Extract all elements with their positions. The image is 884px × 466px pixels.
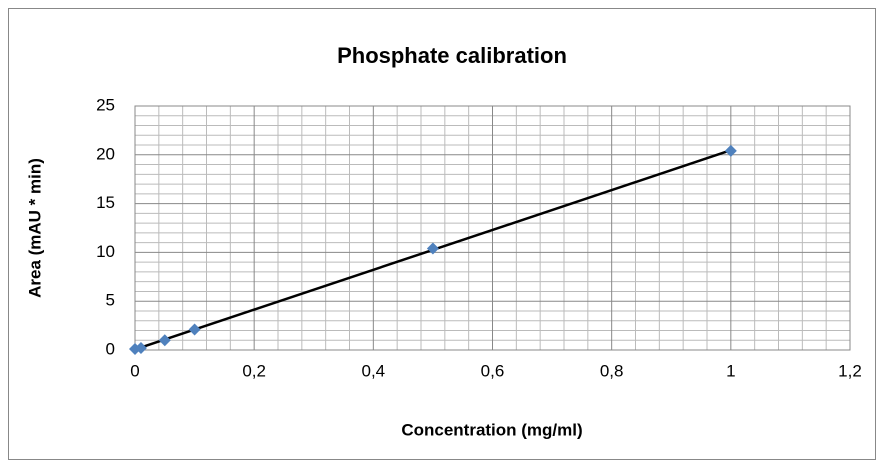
x-tick-label: 0,6	[481, 361, 505, 380]
plot-border	[134, 105, 851, 351]
y-axis-label: Area (mAU * min)	[25, 158, 44, 298]
data-point	[188, 323, 201, 336]
data-point	[426, 242, 439, 255]
x-axis-label: Concentration (mg/ml)	[401, 420, 582, 439]
x-tick-label: 0,2	[242, 361, 266, 380]
y-tick-label: 20	[96, 144, 115, 163]
y-tick-label: 5	[106, 291, 115, 310]
x-tick-label: 1,2	[838, 361, 862, 380]
chart-border	[8, 8, 876, 460]
x-tick-label: 0,4	[362, 361, 386, 380]
chart-title: Phosphate calibration	[337, 43, 567, 68]
y-tick-label: 10	[96, 242, 115, 261]
x-tick-label: 0,8	[600, 361, 624, 380]
y-tick-label: 15	[96, 193, 115, 212]
data-point	[158, 334, 171, 347]
data-point	[724, 144, 737, 157]
x-tick-label: 0	[130, 361, 139, 380]
y-tick-label: 0	[106, 339, 115, 358]
x-tick-label: 1	[726, 361, 735, 380]
data-point	[134, 342, 147, 355]
y-tick-label: 25	[96, 95, 115, 114]
